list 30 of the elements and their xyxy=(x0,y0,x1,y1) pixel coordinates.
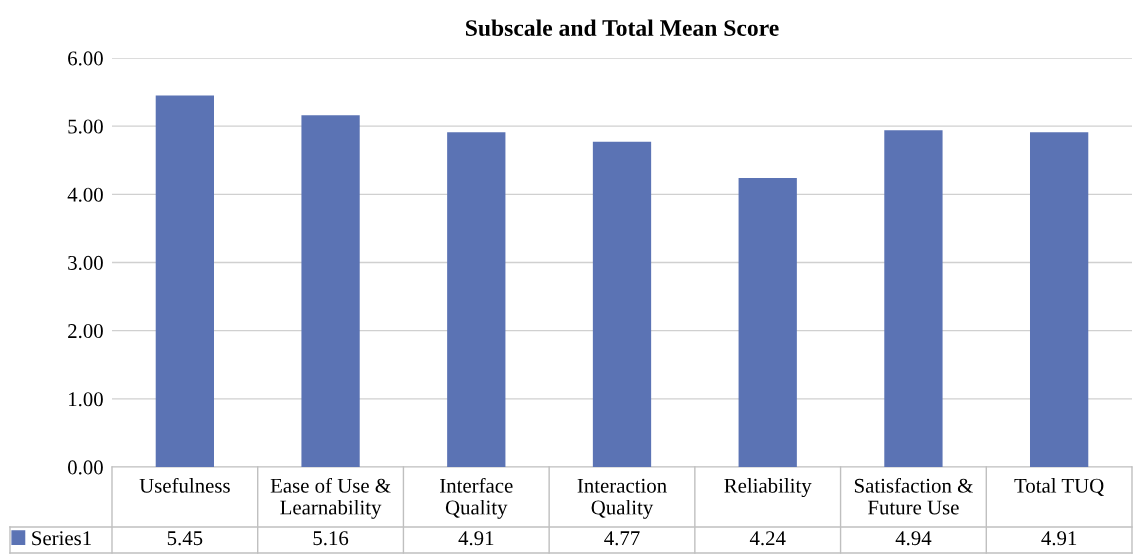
y-tick-label: 6.00 xyxy=(68,51,103,66)
data-label: 4.91 xyxy=(458,531,494,546)
bar xyxy=(447,132,506,467)
y-tick-label: 2.00 xyxy=(68,324,103,339)
data-label: 5.16 xyxy=(313,531,349,546)
bar xyxy=(1030,132,1089,467)
y-tick-label: 0.00 xyxy=(68,460,103,475)
x-tick-label: Total TUQ xyxy=(1014,478,1104,496)
data-label: 4.91 xyxy=(1041,531,1077,546)
legend-label: Series1 xyxy=(32,531,91,546)
x-tick-label: Interface Quality xyxy=(440,477,513,519)
y-tick-label: 4.00 xyxy=(67,187,103,202)
x-tick-label: Reliability xyxy=(724,478,812,498)
data-label: 5.45 xyxy=(167,531,203,546)
x-tick-label: Ease of Use & Learnability xyxy=(270,477,391,519)
x-tick-label: Interaction Quality xyxy=(577,478,667,519)
y-tick-label: 5.00 xyxy=(68,119,103,134)
chart-title: Subscale and Total Mean Score xyxy=(466,19,779,37)
bar xyxy=(738,177,797,467)
bar xyxy=(592,141,652,467)
y-tick-label: 3.00 xyxy=(68,255,103,271)
x-tick-label: Usefulness xyxy=(139,477,230,493)
data-label: 4.94 xyxy=(895,531,932,546)
x-tick-label: Satisfaction & Future Use xyxy=(854,477,973,515)
data-label: 4.77 xyxy=(604,531,640,546)
y-tick-label: 1.00 xyxy=(69,392,103,407)
bar xyxy=(884,130,943,467)
bar xyxy=(301,115,360,467)
data-label: 4.24 xyxy=(749,531,786,546)
bar xyxy=(155,95,214,467)
